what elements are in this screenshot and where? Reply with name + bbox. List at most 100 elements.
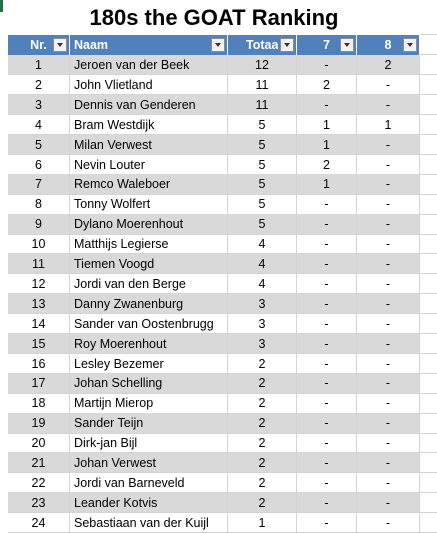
value-cell: -: [357, 313, 420, 335]
value-cell: 18: [8, 393, 70, 414]
value-cell: 19: [8, 413, 70, 434]
value-cell: 4: [8, 114, 70, 136]
value-cell: 10: [8, 234, 70, 255]
name-cell: Jordi van Barneveld: [70, 472, 228, 494]
filter-button[interactable]: [211, 38, 225, 52]
name-cell: Dylano Moerenhout: [70, 214, 228, 235]
value-cell: 4: [228, 273, 297, 295]
value-cell: 2: [228, 492, 297, 514]
empty-cell: [420, 95, 437, 116]
filter-button[interactable]: [403, 38, 417, 52]
name-cell: Dennis van Genderen: [70, 94, 228, 116]
name-cell: Tiemen Voogd: [70, 254, 228, 275]
value-cell: -: [297, 94, 357, 116]
empty-cell: [420, 433, 437, 454]
value-cell: 12: [228, 55, 297, 76]
column-header-text: Naam: [74, 38, 109, 52]
empty-cell: [420, 334, 437, 354]
value-cell: -: [297, 373, 357, 394]
value-cell: -: [357, 254, 420, 275]
empty-cell: [420, 55, 437, 76]
value-cell: -: [297, 413, 357, 434]
name-cell: Roy Moerenhout: [70, 333, 228, 354]
empty-cell: [420, 254, 437, 275]
value-cell: 5: [228, 154, 297, 175]
value-cell: 1: [297, 134, 357, 155]
value-cell: -: [297, 254, 357, 275]
value-cell: 4: [228, 254, 297, 275]
value-cell: -: [357, 234, 420, 255]
name-cell: Leander Kotvis: [70, 492, 228, 514]
value-cell: 6: [8, 154, 70, 175]
column-header: Totaal: [228, 35, 297, 55]
empty-cell: [420, 393, 437, 414]
filter-button[interactable]: [53, 38, 67, 52]
value-cell: -: [297, 313, 357, 335]
value-cell: 13: [8, 293, 70, 315]
empty-cell: [420, 294, 437, 315]
value-cell: 2: [357, 55, 420, 76]
value-cell: 1: [297, 174, 357, 195]
name-cell: Danny Zwanenburg: [70, 293, 228, 315]
value-cell: 7: [8, 174, 70, 195]
name-cell: Milan Verwest: [70, 134, 228, 155]
value-cell: -: [297, 333, 357, 354]
value-cell: 1: [297, 114, 357, 136]
name-cell: John Vlietland: [70, 74, 228, 96]
value-cell: 5: [228, 214, 297, 235]
column-header: 8: [357, 35, 420, 55]
empty-cell: [420, 314, 437, 335]
value-cell: -: [357, 373, 420, 394]
value-cell: 2: [228, 472, 297, 494]
empty-cell: [420, 115, 437, 136]
empty-cell: [420, 214, 437, 235]
value-cell: 3: [228, 313, 297, 335]
name-cell: Jordi van den Berge: [70, 273, 228, 295]
name-cell: Bram Westdijk: [70, 114, 228, 136]
name-cell: Sander van Oostenbrugg: [70, 313, 228, 335]
value-cell: 1: [357, 114, 420, 136]
value-cell: 2: [228, 453, 297, 474]
value-cell: 3: [228, 333, 297, 354]
empty-cell: [420, 0, 437, 35]
value-cell: -: [297, 453, 357, 474]
column-header-text: 8: [384, 38, 392, 52]
value-cell: -: [297, 194, 357, 215]
name-cell: Johan Schelling: [70, 373, 228, 394]
comment-marker: [0, 0, 3, 12]
value-cell: -: [357, 273, 420, 295]
value-cell: 20: [8, 433, 70, 454]
name-cell: Lesley Bezemer: [70, 353, 228, 374]
name-cell: Matthijs Legierse: [70, 234, 228, 255]
empty-cell: [420, 155, 437, 175]
value-cell: -: [357, 94, 420, 116]
value-cell: 2: [297, 154, 357, 175]
value-cell: 2: [8, 74, 70, 96]
name-cell: Remco Waleboer: [70, 174, 228, 195]
value-cell: 5: [228, 194, 297, 215]
value-cell: -: [297, 293, 357, 315]
value-cell: -: [297, 492, 357, 514]
value-cell: 5: [228, 114, 297, 136]
filter-button[interactable]: [280, 38, 294, 52]
name-cell: Sebastiaan van der Kuijl: [70, 512, 228, 533]
value-cell: -: [357, 512, 420, 533]
value-cell: 22: [8, 472, 70, 494]
value-cell: 4: [228, 234, 297, 255]
value-cell: 15: [8, 333, 70, 354]
name-cell: Dirk-jan Bijl: [70, 433, 228, 454]
empty-cell: [420, 413, 437, 434]
value-cell: -: [357, 453, 420, 474]
value-cell: 9: [8, 214, 70, 235]
empty-cell: [420, 513, 437, 533]
value-cell: -: [297, 234, 357, 255]
value-cell: 3: [8, 94, 70, 116]
sheet-title: 180s the GOAT Ranking: [8, 0, 420, 36]
value-cell: -: [357, 393, 420, 414]
value-cell: 21: [8, 453, 70, 474]
filter-button[interactable]: [340, 38, 354, 52]
value-cell: -: [357, 353, 420, 374]
value-cell: 17: [8, 373, 70, 394]
value-cell: -: [357, 293, 420, 315]
